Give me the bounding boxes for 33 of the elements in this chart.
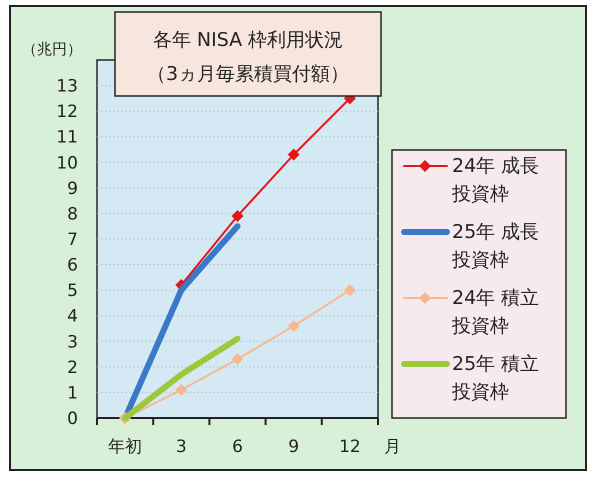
chart-title: 各年 NISA 枠利用状況 [152, 29, 344, 51]
y-tick-label: 7 [67, 230, 78, 250]
point [175, 384, 188, 396]
y-tick-label: 3 [67, 332, 78, 352]
legend-label: 25年 成長投資枠 [451, 221, 540, 271]
legend-label: 24年 成長投資枠 [451, 155, 540, 205]
y-tick-label: 13 [56, 76, 78, 97]
point [344, 284, 356, 296]
y-tick-label: 2 [67, 358, 78, 378]
x-tick-label: 3 [176, 437, 187, 457]
point [232, 353, 244, 366]
point [232, 210, 244, 222]
y-tick-label: 11 [56, 128, 78, 148]
y-tick-label: 5 [67, 281, 78, 302]
y-tick-label: 4 [67, 306, 78, 327]
point [288, 320, 300, 332]
x-axis-title: 月 [384, 437, 401, 457]
y-tick-label: 6 [67, 256, 78, 276]
point [288, 148, 300, 161]
y-tick-label: 0 [67, 409, 78, 429]
y-tick-label: 8 [67, 204, 78, 224]
x-tick-label: 6 [232, 437, 243, 457]
legend-label: 25年 積立投資枠 [451, 353, 540, 403]
y-tick-label: 1 [67, 383, 78, 404]
x-tick-label: 年初 [108, 437, 142, 457]
x-tick-label: 9 [288, 437, 300, 457]
y-tick-label: 12 [56, 102, 78, 122]
y-tick-label: 10 [56, 153, 78, 174]
x-tick-label: 12 [339, 437, 361, 457]
legend-label: 24年 積立投資枠 [451, 287, 540, 337]
y-tick-label: 9 [67, 178, 78, 199]
chart-subtitle: （3ヵ月毎累積買付額） [146, 63, 350, 85]
y-axis-title: （兆円） [22, 40, 82, 58]
